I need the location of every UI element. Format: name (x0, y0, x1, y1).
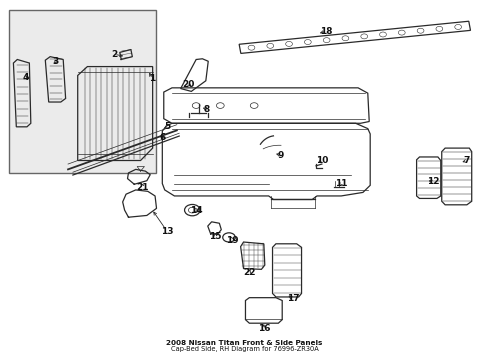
Text: 4: 4 (23, 73, 29, 82)
Text: 2008 Nissan Titan Front & Side Panels: 2008 Nissan Titan Front & Side Panels (166, 340, 322, 346)
Text: 21: 21 (137, 183, 149, 192)
Text: 3: 3 (53, 57, 59, 66)
Text: 14: 14 (189, 206, 202, 215)
Text: 15: 15 (209, 232, 221, 241)
Text: 10: 10 (315, 156, 327, 165)
Text: 19: 19 (225, 236, 238, 245)
Text: 17: 17 (286, 294, 299, 303)
Text: Cap-Bed Side, RH Diagram for 76996-ZR30A: Cap-Bed Side, RH Diagram for 76996-ZR30A (170, 346, 318, 352)
Text: 20: 20 (183, 80, 195, 89)
Text: 2: 2 (111, 50, 117, 59)
Text: 6: 6 (159, 133, 165, 142)
Text: 12: 12 (426, 177, 438, 186)
Text: 8: 8 (203, 105, 209, 114)
Text: 7: 7 (463, 156, 469, 165)
Text: 16: 16 (257, 324, 269, 333)
Text: 22: 22 (243, 267, 255, 276)
Text: 5: 5 (163, 122, 170, 131)
Bar (9, 10, 156, 173)
Text: 13: 13 (161, 227, 173, 236)
Text: 18: 18 (320, 27, 332, 36)
Text: 11: 11 (334, 179, 347, 188)
Text: 1: 1 (149, 75, 156, 84)
Text: 9: 9 (277, 151, 284, 160)
